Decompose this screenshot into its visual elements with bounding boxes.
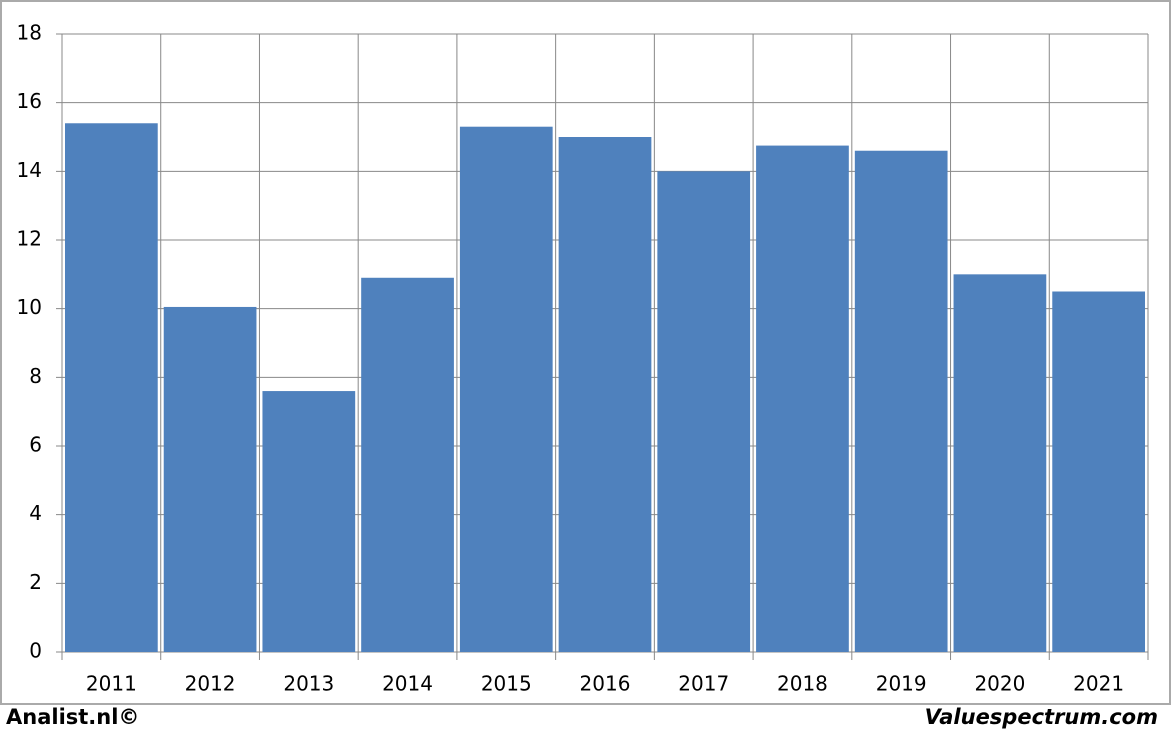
x-tick-label: 2014 [382, 672, 433, 696]
y-tick-label: 12 [17, 227, 42, 251]
bar [361, 277, 454, 652]
footer-left: Analist.nl© [6, 705, 139, 729]
y-tick-label: 16 [17, 89, 42, 113]
bar [854, 150, 948, 652]
bar [657, 171, 751, 653]
x-tick-label: 2012 [185, 672, 236, 696]
x-tick-label: 2021 [1073, 672, 1124, 696]
x-tick-label: 2017 [678, 672, 729, 696]
y-tick-label: 8 [29, 364, 42, 388]
y-tick-label: 4 [29, 501, 42, 525]
bar [65, 123, 158, 653]
x-tick-label: 2016 [580, 672, 631, 696]
y-tick-label: 18 [17, 21, 42, 45]
y-tick-label: 2 [29, 570, 42, 594]
x-tick-label: 2018 [777, 672, 828, 696]
bar [163, 306, 257, 652]
bar [953, 274, 1047, 652]
x-tick-label: 2011 [86, 672, 137, 696]
bar [459, 126, 553, 652]
y-tick-label: 10 [17, 295, 42, 319]
x-tick-label: 2020 [974, 672, 1025, 696]
y-tick-label: 0 [29, 639, 42, 663]
footer-right: Valuespectrum.com [925, 705, 1158, 729]
bar [558, 137, 652, 652]
y-tick-label: 14 [17, 158, 42, 182]
bar [262, 391, 356, 652]
x-tick-label: 2019 [876, 672, 927, 696]
x-tick-label: 2013 [283, 672, 334, 696]
bar [1052, 291, 1145, 652]
y-tick-label: 6 [29, 433, 42, 457]
bar [756, 145, 849, 653]
x-tick-label: 2015 [481, 672, 532, 696]
